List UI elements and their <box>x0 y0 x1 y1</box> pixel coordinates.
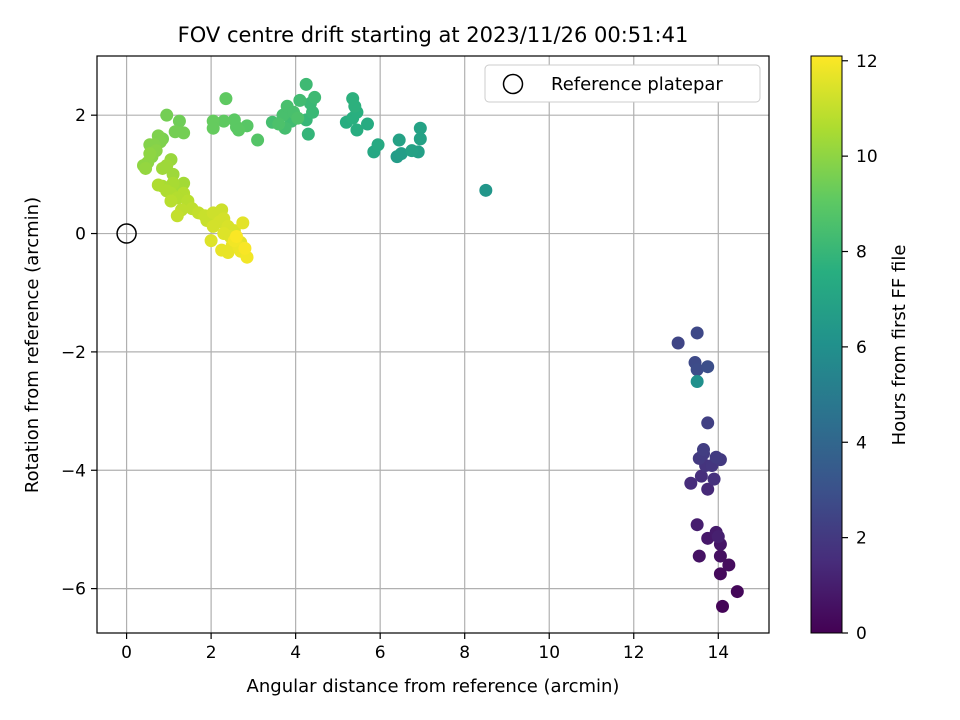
scatter-point <box>346 92 360 106</box>
colorbar-tick-label: 8 <box>856 243 867 263</box>
scatter-point <box>170 209 184 223</box>
colorbar-tick-label: 12 <box>856 52 878 72</box>
colorbar-tick-label: 6 <box>856 338 867 358</box>
plot-frame <box>96 55 770 634</box>
scatter-point <box>730 585 744 599</box>
scatter-point <box>696 443 710 457</box>
legend: Reference platepar <box>484 64 761 103</box>
scatter-point <box>701 416 715 430</box>
colorbar-ticks: 0 2 4 6 8 10 12 <box>842 52 878 644</box>
y-axis-ticks: −6 −4 −2 0 2 <box>61 106 97 600</box>
scatter-point <box>308 90 322 104</box>
scatter-point <box>164 194 178 208</box>
scatter-point <box>217 114 231 128</box>
x-axis-label: Angular distance from reference (arcmin) <box>247 676 620 697</box>
scatter-point <box>139 161 153 175</box>
scatter-point <box>219 92 233 106</box>
scatter-point <box>251 133 265 147</box>
colorbar-label: Hours from first FF file <box>889 245 910 446</box>
colorbar-tick-label: 0 <box>856 624 867 644</box>
scatter-point <box>701 482 715 496</box>
scatter-point <box>168 125 182 139</box>
colorbar-tick-label: 10 <box>856 147 878 167</box>
scatter-point <box>684 476 698 490</box>
scatter-point <box>413 132 427 146</box>
legend-label-reference: Reference platepar <box>551 74 723 95</box>
scatter-point <box>392 133 406 147</box>
scatter-point <box>206 121 220 135</box>
scatter-point <box>479 183 493 197</box>
scatter-point <box>694 469 708 483</box>
y-tick-label: 2 <box>75 106 86 126</box>
scatter-point <box>232 123 246 137</box>
grid-lines <box>97 56 769 633</box>
y-tick-label: −2 <box>61 343 86 363</box>
scatter-point <box>215 243 229 257</box>
scatter-point <box>707 472 721 486</box>
scatter-point <box>172 114 186 128</box>
scatter-points <box>136 77 744 613</box>
x-tick-label: 10 <box>538 643 560 663</box>
scatter-point <box>291 111 305 125</box>
scatter-point <box>405 144 419 158</box>
scatter-point <box>413 121 427 135</box>
legend-box <box>484 64 761 103</box>
x-tick-label: 12 <box>623 643 645 663</box>
scatter-point <box>690 374 704 388</box>
x-tick-label: 0 <box>121 643 132 663</box>
chart-title: FOV centre drift starting at 2023/11/26 … <box>178 23 689 47</box>
colorbar-tick-label: 2 <box>856 529 867 549</box>
scatter-point <box>227 113 241 127</box>
x-tick-label: 8 <box>459 643 470 663</box>
scatter-point <box>360 117 374 131</box>
scatter-point <box>371 138 385 152</box>
scatter-point <box>394 147 408 161</box>
scatter-point <box>229 229 243 243</box>
colorbar <box>810 55 843 634</box>
x-tick-label: 6 <box>375 643 386 663</box>
scatter-point <box>711 530 725 544</box>
y-axis-label: Rotation from reference (arcmin) <box>22 197 43 493</box>
scatter-point <box>716 599 730 613</box>
scatter-point <box>350 123 364 137</box>
scatter-point <box>709 450 723 464</box>
colorbar-tick-label: 4 <box>856 433 867 453</box>
scatter-point <box>272 117 286 131</box>
x-axis-ticks: 0 2 4 6 8 10 12 14 <box>121 633 729 663</box>
scatter-point <box>671 336 685 350</box>
scatter-point <box>160 108 174 122</box>
scatter-point <box>301 127 315 141</box>
scatter-point <box>713 567 727 581</box>
y-tick-label: −4 <box>61 461 86 481</box>
scatter-point <box>293 93 307 107</box>
scatter-point <box>236 216 250 230</box>
scatter-point <box>701 360 715 374</box>
scatter-point <box>690 326 704 340</box>
legend-marker-reference <box>502 73 524 95</box>
scatter-point <box>160 158 174 172</box>
scatter-point <box>204 234 218 248</box>
scatter-point <box>690 518 704 532</box>
scatter-point <box>692 549 706 563</box>
scatter-point <box>690 363 704 377</box>
x-tick-label: 2 <box>206 643 217 663</box>
y-tick-label: 0 <box>75 225 86 245</box>
scatter-point <box>143 147 157 161</box>
scatter-point <box>206 219 220 233</box>
reference-platepar-marker <box>116 223 137 244</box>
scatter-point <box>299 77 313 91</box>
x-tick-label: 14 <box>707 643 729 663</box>
scatter-point <box>722 558 736 572</box>
scatter-point <box>713 549 727 563</box>
x-tick-label: 4 <box>290 643 301 663</box>
y-tick-label: −6 <box>61 580 86 600</box>
scatter-point <box>238 241 252 255</box>
